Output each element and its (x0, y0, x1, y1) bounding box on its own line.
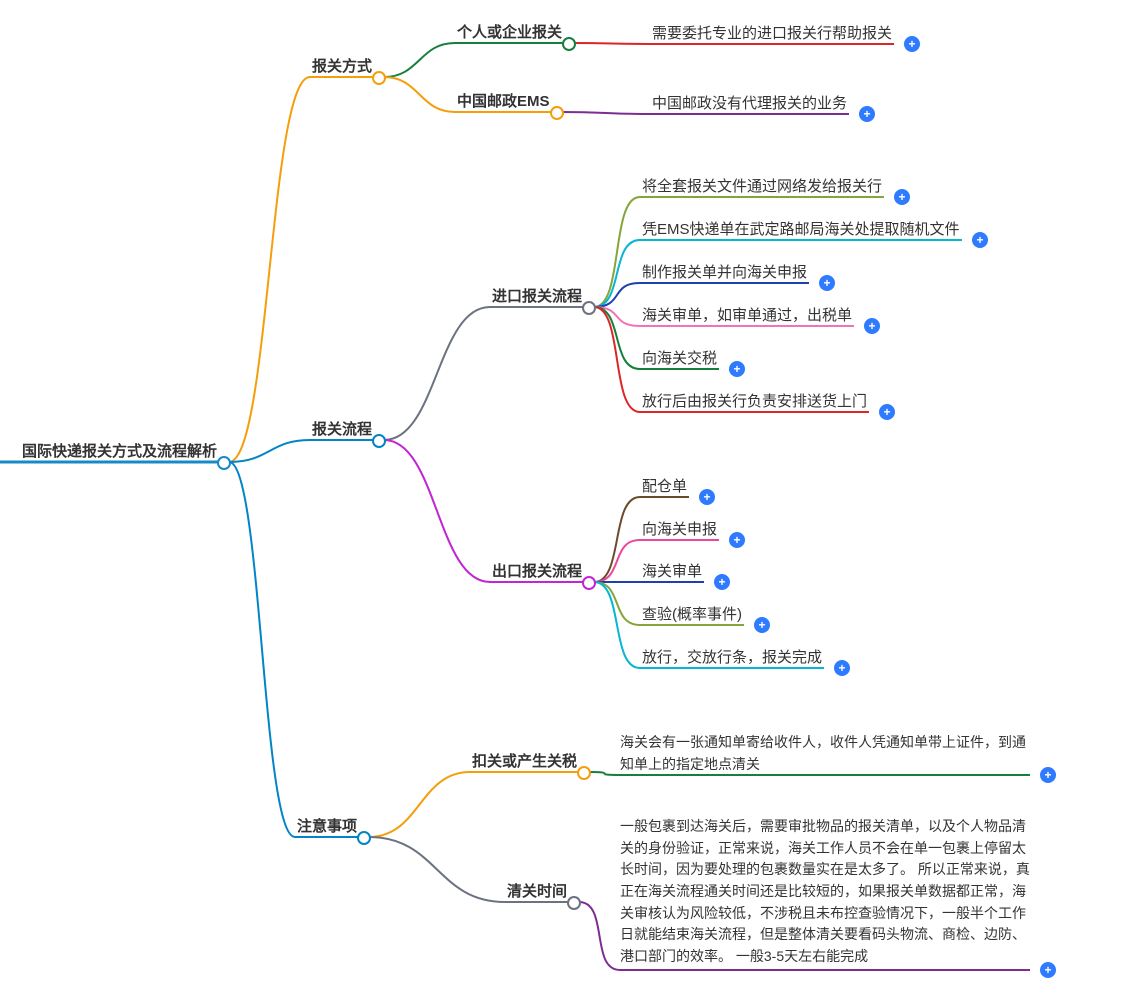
node-label: 海关审单，如审单通过，出税单 (640, 307, 854, 327)
mindmap-node-b1b1[interactable]: 中国邮政没有代理报关的业务 (650, 92, 849, 113)
add-node-icon[interactable]: + (754, 617, 770, 633)
expand-ring-icon[interactable] (357, 831, 371, 845)
node-label: 放行后由报关行负责安排送货上门 (640, 393, 869, 413)
mindmap-node-b3[interactable]: 注意事项 (295, 815, 359, 836)
node-label: 一般包裹到达海关后，需要审批物品的报关清单，以及个人物品清关的身份验证，正常来说… (620, 816, 1030, 968)
node-label: 海关会有一张通知单寄给收件人，收件人凭通知单带上证件，到通知单上的指定地点清关 (620, 732, 1030, 775)
node-label: 凭EMS快递单在武定路邮局海关处提取随机文件 (640, 221, 962, 241)
add-node-icon[interactable]: + (879, 404, 895, 420)
mindmap-node-b2a1[interactable]: 将全套报关文件通过网络发给报关行 (640, 175, 884, 196)
add-node-icon[interactable]: + (729, 361, 745, 377)
node-label: 国际快递报关方式及流程解析 (20, 443, 219, 463)
add-node-icon[interactable]: + (859, 106, 875, 122)
mindmap-node-b2[interactable]: 报关流程 (310, 418, 374, 439)
node-label: 将全套报关文件通过网络发给报关行 (640, 178, 884, 198)
expand-ring-icon[interactable] (372, 434, 386, 448)
add-node-icon[interactable]: + (714, 574, 730, 590)
mindmap-node-b3b1[interactable]: 一般包裹到达海关后，需要审批物品的报关清单，以及个人物品清关的身份验证，正常来说… (620, 816, 1030, 968)
node-label: 报关方式 (310, 58, 374, 78)
mindmap-node-b2b5[interactable]: 放行，交放行条，报关完成 (640, 646, 824, 667)
mindmap-node-b3b[interactable]: 清关时间 (505, 880, 569, 901)
node-label: 放行，交放行条，报关完成 (640, 649, 824, 669)
node-label: 扣关或产生关税 (470, 753, 579, 773)
node-label: 个人或企业报关 (455, 24, 564, 44)
expand-ring-icon[interactable] (582, 301, 596, 315)
node-label: 需要委托专业的进口报关行帮助报关 (650, 25, 894, 45)
mindmap-node-b2b3[interactable]: 海关审单 (640, 560, 704, 581)
expand-ring-icon[interactable] (567, 896, 581, 910)
expand-ring-icon[interactable] (217, 456, 231, 470)
add-node-icon[interactable]: + (1040, 767, 1056, 783)
mindmap-node-b1a[interactable]: 个人或企业报关 (455, 21, 564, 42)
mindmap-node-b3a1[interactable]: 海关会有一张通知单寄给收件人，收件人凭通知单带上证件，到通知单上的指定地点清关 (620, 732, 1030, 775)
add-node-icon[interactable]: + (834, 660, 850, 676)
node-label: 注意事项 (295, 818, 359, 838)
node-label: 向海关交税 (640, 350, 719, 370)
expand-ring-icon[interactable] (372, 71, 386, 85)
mindmap-node-b2b2[interactable]: 向海关申报 (640, 518, 719, 539)
mindmap-node-b2b[interactable]: 出口报关流程 (490, 560, 584, 581)
mindmap-node-b1a1[interactable]: 需要委托专业的进口报关行帮助报关 (650, 22, 894, 43)
add-node-icon[interactable]: + (699, 489, 715, 505)
add-node-icon[interactable]: + (1040, 962, 1056, 978)
node-label: 配仓单 (640, 478, 689, 498)
mindmap-node-b2b4[interactable]: 查验(概率事件) (640, 603, 744, 624)
node-label: 中国邮政没有代理报关的业务 (650, 95, 849, 115)
node-label: 制作报关单并向海关申报 (640, 264, 809, 284)
node-label: 海关审单 (640, 563, 704, 583)
mindmap-node-b1[interactable]: 报关方式 (310, 55, 374, 76)
node-label: 进口报关流程 (490, 288, 584, 308)
expand-ring-icon[interactable] (562, 37, 576, 51)
mindmap-node-b2a5[interactable]: 向海关交税 (640, 347, 719, 368)
expand-ring-icon[interactable] (582, 576, 596, 590)
mindmap-node-b1b[interactable]: 中国邮政EMS (455, 90, 552, 111)
add-node-icon[interactable]: + (864, 318, 880, 334)
mindmap-node-b2a6[interactable]: 放行后由报关行负责安排送货上门 (640, 390, 869, 411)
expand-ring-icon[interactable] (550, 106, 564, 120)
node-label: 中国邮政EMS (455, 93, 552, 113)
node-label: 向海关申报 (640, 521, 719, 541)
mindmap-canvas: 清关时间 国际快递报关方式及流程解析 报关方式 个人或企业报关 需要委托专业的进口报关行… (0, 0, 1132, 986)
add-node-icon[interactable]: + (729, 532, 745, 548)
mindmap-node-b3a[interactable]: 扣关或产生关税 (470, 750, 579, 771)
add-node-icon[interactable]: + (904, 36, 920, 52)
expand-ring-icon[interactable] (577, 766, 591, 780)
mindmap-node-b2a2[interactable]: 凭EMS快递单在武定路邮局海关处提取随机文件 (640, 218, 962, 239)
add-node-icon[interactable]: + (972, 232, 988, 248)
mindmap-node-b2a4[interactable]: 海关审单，如审单通过，出税单 (640, 304, 854, 325)
mindmap-node-b2a3[interactable]: 制作报关单并向海关申报 (640, 261, 809, 282)
mindmap-node-b2a[interactable]: 进口报关流程 (490, 285, 584, 306)
node-label: 出口报关流程 (490, 563, 584, 583)
mindmap-node-b2b1[interactable]: 配仓单 (640, 475, 689, 496)
add-node-icon[interactable]: + (819, 275, 835, 291)
add-node-icon[interactable]: + (894, 189, 910, 205)
node-label: 报关流程 (310, 421, 374, 441)
mindmap-node-root[interactable]: 国际快递报关方式及流程解析 (20, 440, 219, 461)
node-label: 清关时间 (505, 883, 569, 903)
node-label: 查验(概率事件) (640, 606, 744, 626)
